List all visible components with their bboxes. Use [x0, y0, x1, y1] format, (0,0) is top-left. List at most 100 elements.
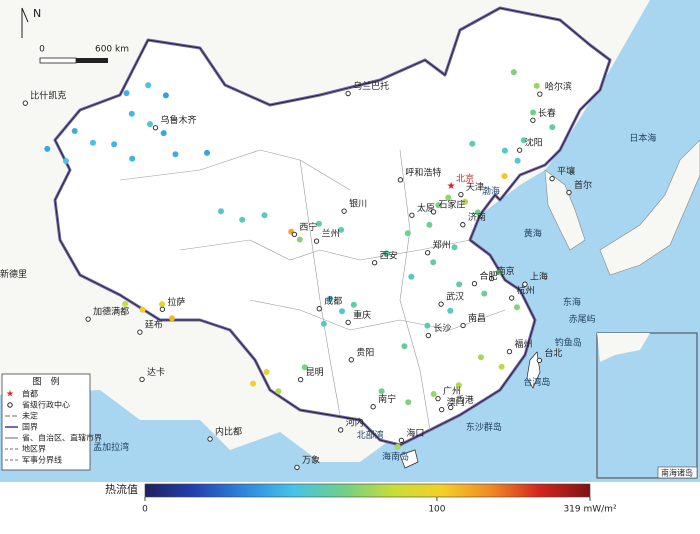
heat-flow-point	[145, 82, 152, 89]
heat-flow-point	[169, 315, 175, 322]
legend-item: 首都	[22, 389, 38, 399]
province-border	[249, 299, 506, 331]
city-dot	[460, 222, 466, 228]
heat-flow-point	[62, 158, 69, 164]
region-label: 渤海	[482, 185, 500, 197]
city-dot	[566, 189, 572, 196]
heat-flow-point	[514, 304, 520, 311]
heat-flow-point	[129, 155, 136, 162]
inset-frame	[596, 332, 698, 479]
place-label: 上海	[530, 271, 548, 283]
north-arrow: N	[21, 7, 41, 38]
heat-flow-point	[520, 137, 527, 144]
city-dot	[152, 125, 159, 131]
city-dot	[536, 357, 543, 363]
city-dot	[430, 209, 437, 215]
heat-flow-point	[90, 139, 96, 146]
city-dot	[371, 260, 378, 266]
heat-flow-point	[481, 290, 488, 297]
place-label: 澳门	[447, 396, 465, 408]
heat-flow-point	[462, 198, 469, 205]
heat-flow-point	[469, 140, 476, 147]
legend-item: 军事分界线	[22, 455, 62, 465]
korea	[544, 169, 586, 251]
city-dot	[139, 376, 145, 383]
capital-star: ★	[447, 181, 456, 192]
colorbar-label: 热流值	[105, 482, 138, 496]
place-label: 乌兰巴托	[353, 80, 389, 92]
city-dot	[522, 281, 528, 287]
place-label: 平壤	[557, 165, 575, 177]
inset-title: 南海诸岛	[661, 468, 693, 478]
city-dot	[316, 306, 322, 312]
legend-box	[1, 373, 91, 471]
region-label: 东沙群岛	[466, 421, 502, 433]
city-dot	[438, 301, 444, 307]
city-dot	[313, 238, 320, 244]
place-label: 福州	[514, 338, 532, 350]
city-dot	[435, 396, 441, 402]
legend-item: 地区界	[22, 444, 46, 454]
place-label: 杭州	[517, 285, 535, 297]
legend-item: 省、自治区、直辖市界	[22, 433, 102, 443]
legend-title: 图 例	[32, 376, 59, 388]
heat-flow-point	[408, 273, 415, 280]
place-label: 天津	[466, 182, 484, 193]
heat-flow-point	[162, 92, 169, 99]
taiwan	[526, 351, 541, 389]
place-label: 贵阳	[356, 346, 374, 358]
province-border	[179, 239, 471, 261]
heat-flow-point	[122, 300, 129, 307]
place-label: 南宁	[378, 393, 396, 405]
city-dot	[549, 176, 555, 182]
scale-bar	[76, 58, 108, 63]
heat-flow-point	[445, 194, 452, 201]
place-label: 南昌	[468, 312, 486, 324]
heat-flow-point	[430, 391, 437, 397]
province-border	[119, 149, 351, 191]
legend-item: 未定	[22, 411, 38, 421]
heat-flow-point	[424, 322, 431, 329]
city-dot	[207, 436, 213, 442]
region-label: 海南岛	[382, 450, 409, 462]
scale-start: 0	[39, 45, 45, 55]
city-dot	[488, 275, 495, 282]
province-borders	[119, 149, 506, 431]
place-label: 郑州	[433, 239, 451, 251]
heat-flow-point	[405, 399, 412, 406]
city-dot	[85, 316, 91, 322]
heat-flow-point	[501, 147, 508, 154]
region-label: 赤尾屿	[569, 314, 596, 325]
city-dot	[530, 117, 536, 123]
region-label: 钓鱼岛	[555, 336, 582, 348]
heat-flow-point	[261, 212, 268, 219]
colorbar-tick-label: 0	[142, 505, 148, 515]
city-dot	[345, 319, 351, 325]
sea	[0, 0, 700, 482]
heat-flow-point	[474, 209, 481, 216]
place-label: 达卡	[147, 366, 165, 378]
place-label: 沈阳	[525, 137, 543, 149]
province-border	[299, 159, 341, 416]
place-label: 呼和浩特	[405, 166, 441, 178]
place-label: 重庆	[353, 309, 371, 321]
heat-flow-point	[239, 216, 246, 223]
city-dot	[370, 404, 376, 410]
city-dot	[338, 427, 344, 433]
place-label: 昆明	[306, 367, 324, 378]
heat-flow-point	[338, 226, 345, 233]
place-label: 海口	[406, 427, 424, 439]
city-dot	[398, 437, 405, 444]
city-dot	[458, 192, 464, 198]
heat-flow-point	[159, 301, 165, 308]
japan	[599, 139, 700, 276]
region-label: 台湾岛	[523, 376, 550, 388]
city-dot	[448, 404, 454, 411]
city-dot	[341, 208, 347, 214]
city-dot	[397, 177, 404, 183]
heat-flow-point	[510, 69, 517, 76]
heat-flow-point	[250, 380, 257, 387]
city-dot	[516, 147, 523, 153]
colorbar-tick-label: 319 mW/m²	[563, 505, 617, 515]
